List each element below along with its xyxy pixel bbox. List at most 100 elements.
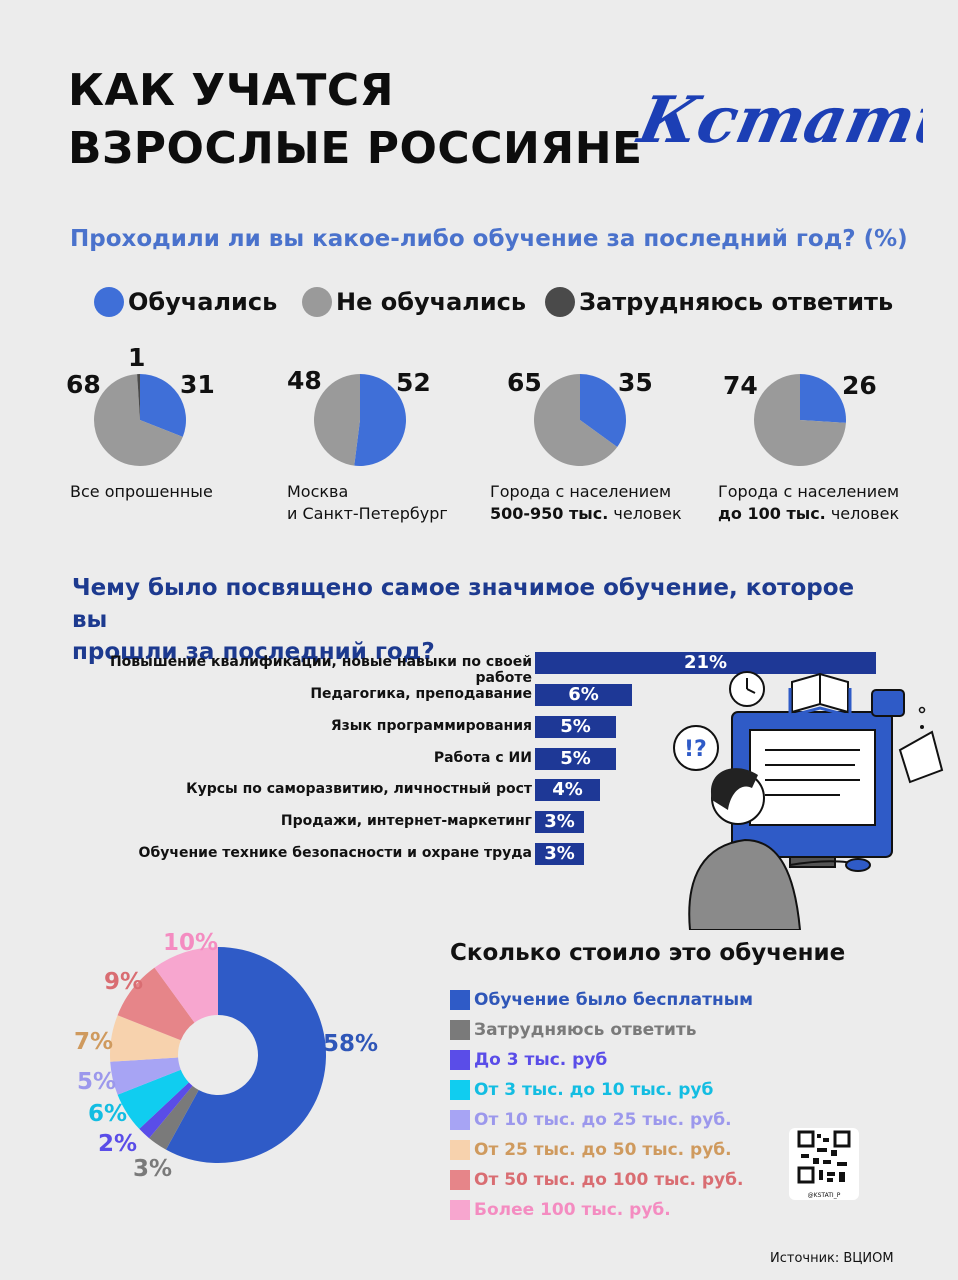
pie2-slice-1 (313, 374, 360, 466)
donut-slice (117, 1069, 189, 1129)
cost-legend-label: От 10 тыс. до 25 тыс. руб. (474, 1110, 732, 1130)
cost-legend-swatch (450, 1140, 470, 1160)
pie4-caption-line1: Города с населением (718, 482, 900, 501)
pie3-slice-1 (534, 374, 618, 466)
question-bubble-icon (673, 725, 719, 771)
bar-mark (535, 684, 632, 706)
section1-question: Проходили ли вы какое-либо обучение за п… (70, 226, 908, 252)
pie2-caption: Москва и Санкт-Петербург (287, 481, 448, 525)
pie3-caption-line1: Города с населением (490, 482, 672, 501)
donut-slice (117, 967, 195, 1041)
person-at-computer-illustration: !? (673, 671, 944, 930)
cost-legend-item: Затрудняюсь ответить (450, 1019, 697, 1041)
pie3-caption-line2: 500-950 тыс. человек (490, 503, 682, 525)
pie3-caption-bold: 500-950 тыс. (490, 504, 609, 523)
cost-legend-swatch (450, 1110, 470, 1130)
bar-mark (535, 716, 616, 738)
bar-value-label: 21% (683, 652, 728, 673)
legend-item-studied: Обучались (94, 284, 277, 320)
cost-legend-label: От 3 тыс. до 10 тыс. руб (474, 1080, 714, 1100)
page-title: КАК УЧАТСЯ ВЗРОСЛЫЕ РОССИЯНЕ (68, 62, 643, 178)
donut-value-label: 2% (98, 1131, 138, 1157)
wallet-icon (871, 689, 905, 717)
pies-svg (94, 374, 846, 466)
bar-value-label: 3% (544, 843, 575, 864)
section3-title: Сколько стоило это обучение (450, 940, 846, 966)
pie1-unsure-value: 1 (128, 343, 146, 372)
donut-slice (139, 1082, 193, 1139)
legend-label-unsure: Затрудняюсь ответить (579, 288, 894, 316)
cost-legend-item: Обучение было бесплатным (450, 989, 753, 1011)
cost-legend-item: Более 100 тыс. руб. (450, 1199, 671, 1221)
pie4-studied-value: 26 (842, 371, 877, 400)
pie4-not-value: 74 (723, 371, 758, 400)
logo-text: Кстати, (633, 83, 923, 158)
donut-slice (165, 947, 326, 1163)
bar-mark (535, 779, 600, 801)
section2-question-line2: прошли за последний год? (72, 639, 435, 665)
pie1-studied-value: 31 (180, 370, 215, 399)
monitor-screen (749, 729, 876, 826)
cost-legend-item: От 10 тыс. до 25 тыс. руб. (450, 1109, 732, 1131)
cost-legend-swatch (450, 1200, 470, 1220)
donut-value-label: 5% (77, 1069, 117, 1095)
cost-legend-label: От 50 тыс. до 100 тыс. руб. (474, 1170, 744, 1190)
notes-icon (898, 730, 944, 784)
pie1-slice-2 (137, 374, 140, 420)
cost-legend-swatch (450, 1170, 470, 1190)
person-body (688, 838, 802, 930)
bar-category-label: Язык программирования (330, 718, 532, 734)
cost-legend-item: От 50 тыс. до 100 тыс. руб. (450, 1169, 743, 1191)
pie4-caption-rest: человек (825, 504, 900, 523)
cost-legend-item: От 25 тыс. до 50 тыс. руб. (450, 1139, 732, 1161)
pie2-studied-value: 52 (396, 368, 431, 397)
donut-slice (110, 1057, 181, 1095)
donut-slice (149, 1085, 199, 1150)
cost-legend-label: До 3 тыс. руб (474, 1050, 608, 1070)
cost-legend-label: От 25 тыс. до 50 тыс. руб. (474, 1140, 732, 1160)
legend-dot-unsure (545, 287, 575, 317)
pie2-caption-line2: и Санкт-Петербург (287, 504, 448, 523)
pie3-caption: Города с населением 500-950 тыс. человек (490, 481, 682, 525)
bar-mark (535, 843, 584, 865)
donut-value-label: 10% (163, 930, 219, 956)
section2-question: Чему было посвящено самое значимое обуче… (72, 572, 892, 668)
bar-category-label: Педагогика, преподавание (310, 686, 532, 702)
person-hair (710, 768, 758, 810)
pie2-slice-0 (354, 374, 406, 466)
cost-legend-item: До 3 тыс. руб (450, 1049, 607, 1071)
bar-value-label: 3% (544, 811, 575, 832)
bar-value-label: 6% (568, 684, 599, 705)
bar-value-label: 5% (560, 748, 591, 769)
bar-category-label: Курсы по саморазвитию, личностный рост (186, 781, 532, 797)
qr-code[interactable]: @KSTATI_P (789, 1128, 859, 1200)
pie4-caption-line2: до 100 тыс. человек (718, 503, 899, 525)
section2-question-line1: Чему было посвящено самое значимое обуче… (72, 575, 855, 633)
pie4-caption: Города с населением до 100 тыс. человек (718, 481, 899, 525)
pie3-studied-value: 35 (618, 368, 653, 397)
pie2-caption-line1: Москва (287, 482, 349, 501)
cost-legend-swatch (450, 1080, 470, 1100)
pie1-slice-0 (140, 374, 186, 437)
legend-item-not-studied: Не обучались (302, 284, 526, 320)
pie1-caption-line1: Все опрошенные (70, 482, 213, 501)
legend-label-not-studied: Не обучались (336, 288, 527, 316)
donut-slice (110, 1015, 181, 1062)
bar-category-label: Работа с ИИ (433, 750, 532, 766)
pie1-caption: Все опрошенные (70, 481, 213, 503)
bar-mark (535, 811, 584, 833)
source-credit: Источник: ВЦИОМ (770, 1251, 894, 1266)
pie2-not-value: 48 (287, 366, 322, 395)
svg-text:!?: !? (684, 737, 707, 762)
title-line-2: ВЗРОСЛЫЕ РОССИЯНЕ (68, 123, 643, 174)
pie3-not-value: 65 (507, 368, 542, 397)
kstati-logo: Кстати, (633, 83, 923, 158)
cost-legend-swatch (450, 990, 470, 1010)
pie4-slice-1 (754, 374, 846, 466)
pie1-not-value: 68 (66, 370, 101, 399)
cost-legend-item: От 3 тыс. до 10 тыс. руб (450, 1079, 713, 1101)
cost-legend-label: Затрудняюсь ответить (474, 1020, 697, 1040)
legend-dot-not-studied (302, 287, 332, 317)
bar-mark (535, 652, 876, 674)
bar-mark (535, 748, 616, 770)
